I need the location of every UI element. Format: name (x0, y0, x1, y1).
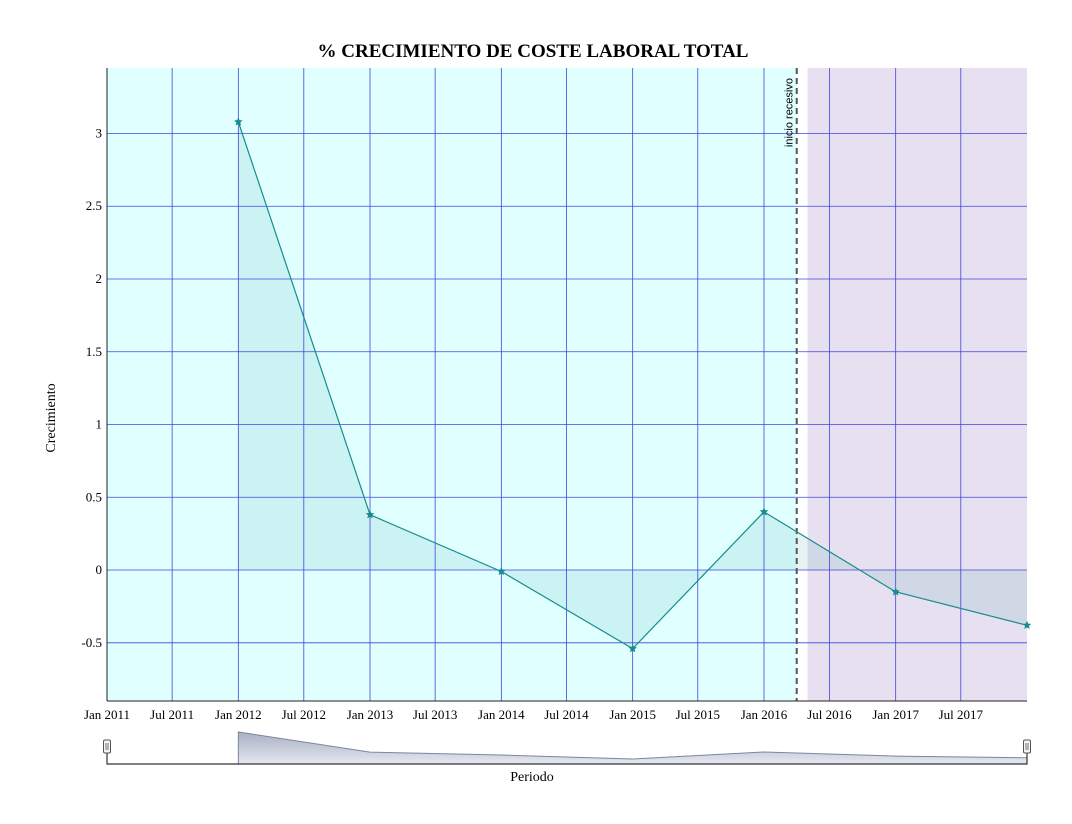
annotation-label: inicio recesivo (784, 78, 796, 147)
data-point[interactable] (1022, 620, 1032, 630)
y-tick-label: 1.5 (86, 344, 102, 359)
y-axis-label: Crecimiento (44, 383, 59, 452)
navigator-area (237, 731, 1028, 765)
navigator-left-handle[interactable] (103, 739, 111, 754)
x-tick-label: Jan 2017 (872, 707, 919, 722)
series-area-fill (238, 121, 1027, 649)
x-tick-label: Jul 2013 (413, 707, 457, 722)
background-band-1 (807, 68, 1027, 701)
y-tick-label: 2.5 (86, 198, 102, 213)
background-bands (107, 68, 1027, 701)
y-tick-label: 0 (96, 562, 103, 577)
x-axis-label: Periodo (510, 770, 554, 785)
axes (106, 68, 1027, 702)
x-tick-label: Jul 2015 (676, 707, 720, 722)
y-tick-label: 1 (96, 417, 103, 432)
grid (107, 68, 1027, 701)
x-tick-label: Jul 2016 (807, 707, 852, 722)
y-tick-label: 2 (96, 271, 103, 286)
y-tick-label: 0.5 (86, 489, 102, 504)
data-point[interactable] (365, 510, 375, 519)
x-tick-label: Jul 2017 (939, 707, 984, 722)
series-area (238, 121, 1027, 649)
annotations: inicio recesivo (784, 68, 798, 701)
x-tick-label: Jan 2011 (84, 707, 130, 722)
data-point[interactable] (628, 643, 638, 653)
data-point[interactable] (891, 587, 901, 596)
data-point[interactable] (233, 117, 243, 126)
x-tick-labels: Jan 2011 Jul 2011 Jan 2012 Jul 2012 Jan 2013… (84, 707, 984, 722)
data-point[interactable] (496, 566, 506, 576)
chart-title: % CRECIMIENTO DE COSTE LABORAL TOTAL (318, 41, 749, 62)
range-navigator[interactable] (103, 731, 1031, 765)
y-tick-labels: 3 2.5 2 1.5 1 0.5 0 -0.5 (81, 125, 102, 649)
series-points (233, 117, 1032, 653)
y-tick-label: 3 (96, 125, 103, 140)
y-tick-label: -0.5 (81, 635, 102, 650)
x-tick-label: Jan 2012 (215, 707, 262, 722)
x-tick-label: Jul 2011 (150, 707, 194, 722)
data-point[interactable] (759, 507, 769, 516)
x-tick-label: Jul 2014 (544, 707, 589, 722)
background-band-0 (107, 68, 797, 701)
x-tick-label: Jul 2012 (282, 707, 326, 722)
navigator-right-handle[interactable] (1023, 739, 1031, 754)
x-tick-label: Jan 2016 (741, 707, 788, 722)
x-tick-label: Jan 2013 (347, 707, 394, 722)
x-tick-label: Jan 2015 (609, 707, 656, 722)
x-tick-label: Jan 2014 (478, 707, 525, 722)
